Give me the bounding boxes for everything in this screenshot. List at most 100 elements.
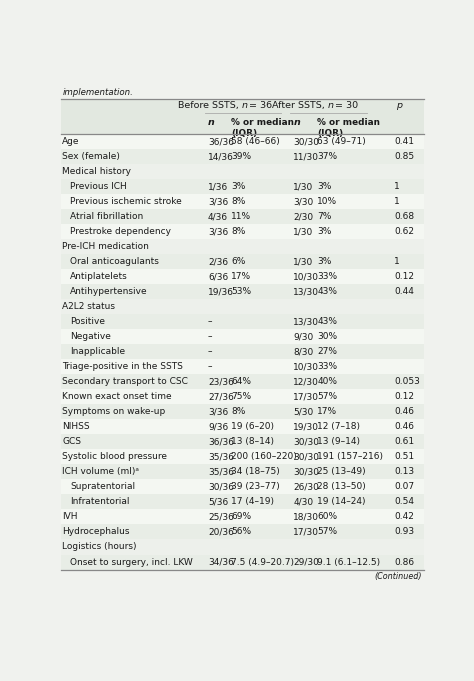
Text: Pre-ICH medication: Pre-ICH medication <box>63 242 149 251</box>
Text: 75%: 75% <box>231 392 251 401</box>
Text: 5/30: 5/30 <box>293 407 313 416</box>
Text: 36/36: 36/36 <box>208 437 234 446</box>
Text: p: p <box>396 101 401 110</box>
Text: 57%: 57% <box>317 392 337 401</box>
Text: n: n <box>328 101 334 110</box>
Text: 10%: 10% <box>317 197 337 206</box>
Text: 0.46: 0.46 <box>394 422 414 431</box>
Text: 12/30: 12/30 <box>293 377 319 386</box>
Text: 7%: 7% <box>317 212 332 221</box>
Text: 25/36: 25/36 <box>208 513 234 522</box>
Text: 9/30: 9/30 <box>293 332 313 341</box>
Text: Antihypertensive: Antihypertensive <box>70 287 148 296</box>
Text: Sex (female): Sex (female) <box>63 152 120 161</box>
Text: 8%: 8% <box>231 197 246 206</box>
Text: 0.053: 0.053 <box>394 377 420 386</box>
Text: % or median
(IQR): % or median (IQR) <box>317 118 380 138</box>
Text: Onset to surgery, incl. LKW: Onset to surgery, incl. LKW <box>70 558 193 567</box>
Text: –: – <box>208 332 212 341</box>
Text: A2L2 status: A2L2 status <box>63 302 115 311</box>
Text: 0.12: 0.12 <box>394 272 414 281</box>
Text: Known exact onset time: Known exact onset time <box>63 392 172 401</box>
Text: 0.93: 0.93 <box>394 528 414 537</box>
Text: Triage-positive in the SSTS: Triage-positive in the SSTS <box>63 362 183 371</box>
Text: 8%: 8% <box>231 227 246 236</box>
Text: NIHSS: NIHSS <box>63 422 90 431</box>
Text: 1/30: 1/30 <box>293 182 313 191</box>
Bar <box>61 479 423 494</box>
Text: 18/30: 18/30 <box>293 513 319 522</box>
Text: 39 (23–77): 39 (23–77) <box>231 482 280 492</box>
Text: 30/30: 30/30 <box>293 467 319 477</box>
Text: 0.44: 0.44 <box>394 287 414 296</box>
Text: 60%: 60% <box>317 513 337 522</box>
Bar <box>61 299 423 314</box>
Text: 37%: 37% <box>317 152 337 161</box>
Text: 1/36: 1/36 <box>208 182 228 191</box>
Text: 35/36: 35/36 <box>208 467 234 477</box>
Bar <box>61 509 423 524</box>
Text: Hydrocephalus: Hydrocephalus <box>63 528 130 537</box>
Text: 0.54: 0.54 <box>394 497 414 507</box>
Text: 3%: 3% <box>317 182 332 191</box>
Text: ICH volume (ml)ᵃ: ICH volume (ml)ᵃ <box>63 467 139 477</box>
Text: 13/30: 13/30 <box>293 317 319 326</box>
Text: 33%: 33% <box>317 362 337 371</box>
Bar <box>61 134 423 149</box>
Bar <box>61 284 423 299</box>
Text: 14/36: 14/36 <box>208 152 234 161</box>
Bar <box>61 345 423 360</box>
Text: 53%: 53% <box>231 287 251 296</box>
Text: % or median
(IQR): % or median (IQR) <box>231 118 294 138</box>
Text: 6/36: 6/36 <box>208 272 228 281</box>
Bar <box>61 390 423 405</box>
Bar <box>61 224 423 239</box>
Text: 13/30: 13/30 <box>293 287 319 296</box>
Text: Infratentorial: Infratentorial <box>70 497 129 507</box>
Bar <box>61 375 423 390</box>
Text: Previous ICH: Previous ICH <box>70 182 127 191</box>
Bar <box>61 239 423 254</box>
Text: 33%: 33% <box>317 272 337 281</box>
Text: n: n <box>293 118 300 127</box>
Text: Inapplicable: Inapplicable <box>70 347 125 356</box>
Text: 0.13: 0.13 <box>394 467 414 477</box>
Bar <box>61 254 423 269</box>
Text: 3/36: 3/36 <box>208 407 228 416</box>
Text: After SSTS,: After SSTS, <box>272 101 328 110</box>
Bar <box>61 164 423 179</box>
Text: 11/30: 11/30 <box>293 152 319 161</box>
Bar <box>61 539 423 554</box>
Bar <box>61 149 423 164</box>
Text: Symptoms on wake-up: Symptoms on wake-up <box>63 407 165 416</box>
Text: 10/30: 10/30 <box>293 272 319 281</box>
Text: 8/30: 8/30 <box>293 347 313 356</box>
Text: n: n <box>208 118 215 127</box>
Text: 1/30: 1/30 <box>293 227 313 236</box>
Bar <box>61 179 423 194</box>
Text: 35/36: 35/36 <box>208 452 234 462</box>
Text: 12 (7–18): 12 (7–18) <box>317 422 360 431</box>
Bar <box>61 194 423 209</box>
Text: 34/36: 34/36 <box>208 558 234 567</box>
Text: –: – <box>208 362 212 371</box>
Text: 3/30: 3/30 <box>293 197 313 206</box>
Text: Negative: Negative <box>70 332 111 341</box>
Text: 3/36: 3/36 <box>208 197 228 206</box>
Text: 29/30: 29/30 <box>293 558 319 567</box>
Text: 19 (6–20): 19 (6–20) <box>231 422 274 431</box>
Bar <box>61 464 423 479</box>
Text: 17%: 17% <box>317 407 337 416</box>
Text: –: – <box>208 347 212 356</box>
Text: 0.86: 0.86 <box>394 558 414 567</box>
Bar <box>61 524 423 539</box>
Text: 2/36: 2/36 <box>208 257 228 266</box>
Text: 6%: 6% <box>231 257 246 266</box>
Text: Age: Age <box>63 137 80 146</box>
Text: 0.46: 0.46 <box>394 407 414 416</box>
Text: 1: 1 <box>394 257 400 266</box>
Text: 30%: 30% <box>317 332 337 341</box>
Bar <box>61 314 423 330</box>
Bar <box>61 209 423 224</box>
Text: Atrial fibrillation: Atrial fibrillation <box>70 212 143 221</box>
